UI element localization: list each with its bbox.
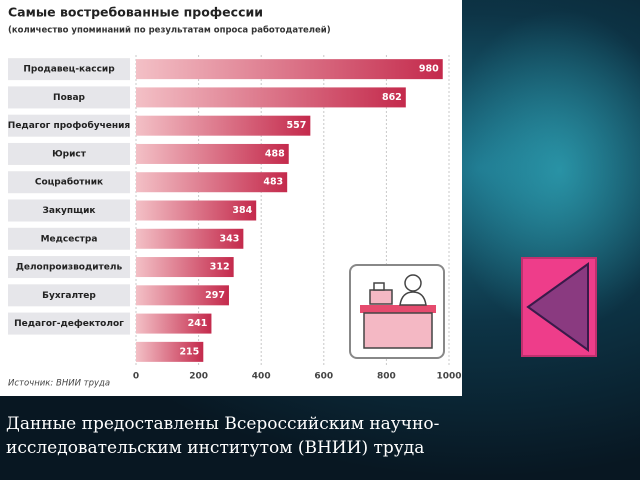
caption-line: исследовательским институтом (ВНИИ) труд…	[6, 438, 425, 458]
value-label: 215	[179, 346, 199, 357]
value-label: 241	[188, 318, 208, 329]
y-tick-label: Соцработник	[35, 177, 103, 188]
y-tick-label: Педагог-дефектолог	[14, 319, 124, 329]
y-tick-label: Юрист	[52, 149, 87, 159]
x-tick-label: 200	[189, 372, 208, 382]
caption: Данные предоставлены Всероссийским научн…	[6, 412, 636, 460]
value-label: 384	[232, 205, 252, 216]
chart-title: Самые востребованные профессии	[8, 5, 263, 20]
x-tick-label: 0	[133, 372, 139, 382]
y-tick-label: Закупщик	[42, 206, 95, 216]
value-label: 483	[263, 177, 283, 188]
category-box	[8, 114, 130, 137]
y-tick-label: Бухгалтер	[42, 291, 96, 301]
bar	[136, 115, 311, 136]
bar	[136, 313, 212, 334]
bar	[136, 59, 443, 80]
bar	[136, 200, 257, 221]
y-tick-label: Повар	[53, 93, 85, 103]
category-box	[8, 171, 130, 194]
bar	[136, 143, 289, 164]
value-label: 980	[419, 64, 439, 75]
category-box	[8, 142, 130, 165]
x-tick-label: 1000	[436, 372, 461, 382]
chart-subtitle: (количество упоминаний по результатам оп…	[8, 25, 331, 36]
value-label: 312	[210, 262, 230, 273]
y-tick-label: Делопроизводитель	[16, 263, 123, 273]
value-label: 862	[382, 92, 402, 103]
value-label: 343	[220, 233, 240, 244]
y-tick-label: Педагог профобучения	[8, 120, 131, 131]
bar	[136, 341, 204, 362]
bar	[136, 87, 406, 108]
x-tick-label: 600	[314, 372, 333, 382]
back-button[interactable]	[521, 257, 597, 357]
value-label: 297	[205, 290, 225, 301]
source: Источник: ВНИИ труда	[8, 379, 110, 389]
category-box	[8, 58, 130, 81]
bar	[136, 257, 234, 278]
category-box	[8, 284, 130, 307]
x-tick-label: 400	[252, 372, 271, 382]
category-box	[8, 227, 130, 250]
category-box	[8, 312, 130, 335]
cashier-icon	[349, 264, 445, 359]
x-tick-label: 800	[377, 372, 396, 382]
category-box	[8, 199, 130, 222]
bar	[136, 228, 244, 249]
value-label: 557	[286, 120, 306, 131]
category-box	[8, 256, 130, 279]
value-label: 488	[265, 148, 285, 159]
category-box	[8, 86, 130, 109]
background-glow	[440, 10, 640, 330]
caption-line: Данные предоставлены Всероссийским научн…	[6, 414, 440, 434]
bar	[136, 172, 288, 193]
y-tick-label: Продавец-кассир	[23, 65, 115, 75]
y-tick-label: Медсестра	[41, 234, 98, 244]
bar	[136, 285, 229, 306]
